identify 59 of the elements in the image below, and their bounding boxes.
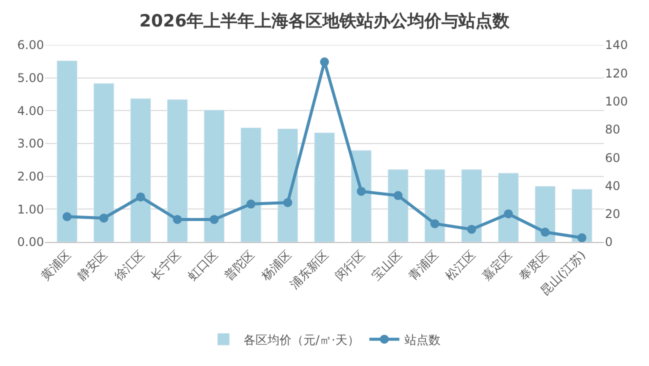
x-tick-label: 宝山区 bbox=[369, 248, 404, 284]
bar bbox=[240, 127, 262, 242]
y2-tick-label: 0 bbox=[605, 235, 613, 250]
x-tick-label: 徐汇区 bbox=[112, 248, 147, 284]
y-tick-label: 1.00 bbox=[17, 202, 44, 216]
y-tick-label: 0.00 bbox=[17, 235, 44, 250]
x-tick-label: 虹口区 bbox=[185, 248, 221, 284]
y2-tick-label: 60 bbox=[605, 150, 620, 165]
y2-tick-label: 140 bbox=[605, 38, 628, 52]
y-tick-label: 3.00 bbox=[17, 136, 44, 151]
bar bbox=[388, 169, 408, 242]
y2-tick-label: 80 bbox=[605, 122, 620, 137]
point bbox=[467, 224, 476, 234]
point bbox=[99, 214, 108, 223]
y2-tick-label: 120 bbox=[605, 66, 628, 80]
bar bbox=[93, 83, 114, 242]
point bbox=[540, 228, 550, 237]
bar bbox=[314, 132, 335, 242]
y-tick-label: 6.00 bbox=[17, 38, 44, 52]
bar bbox=[56, 60, 78, 242]
point bbox=[210, 214, 219, 224]
point bbox=[246, 200, 256, 209]
y2-tick-label: 20 bbox=[605, 207, 620, 222]
x-tick-label: 黄浦区 bbox=[38, 248, 74, 284]
point bbox=[577, 233, 586, 242]
bar bbox=[572, 188, 592, 242]
point bbox=[320, 57, 329, 66]
x-tick-label: 松江区 bbox=[442, 248, 478, 284]
x-tick-label: 普陀区 bbox=[222, 248, 258, 284]
y2-tick-label: 100 bbox=[605, 94, 628, 108]
y2-tick-label: 40 bbox=[605, 178, 620, 193]
bar bbox=[350, 150, 372, 242]
point bbox=[504, 209, 513, 218]
bar bbox=[277, 128, 298, 242]
x-tick-label: 闵行区 bbox=[332, 248, 368, 284]
y-tick-label: 5.00 bbox=[17, 71, 44, 86]
bar bbox=[204, 110, 225, 242]
x-tick-label: 长宁区 bbox=[148, 248, 184, 284]
bar bbox=[424, 169, 446, 242]
bar bbox=[534, 186, 556, 242]
point bbox=[430, 219, 440, 228]
legend-label: 站点数 bbox=[404, 332, 440, 347]
point bbox=[356, 186, 366, 196]
bar bbox=[167, 99, 188, 242]
point bbox=[172, 214, 182, 224]
bar bbox=[461, 169, 482, 242]
legend-label: 各区均价（元/㎡·天） bbox=[244, 332, 360, 347]
bar bbox=[498, 172, 519, 242]
point bbox=[283, 198, 292, 208]
point bbox=[136, 192, 146, 202]
x-tick-label: 青浦区 bbox=[406, 248, 442, 284]
x-tick-label: 静安区 bbox=[74, 248, 110, 284]
point bbox=[62, 212, 72, 222]
point bbox=[394, 191, 403, 200]
chart-title: 2026年上半年上海各区地铁站办公均价与站点数 bbox=[139, 12, 511, 32]
y-tick-label: 2.00 bbox=[17, 170, 44, 184]
y-tick-label: 4.00 bbox=[17, 104, 44, 118]
x-tick-label: 嘉定区 bbox=[479, 248, 515, 284]
bar bbox=[130, 98, 151, 242]
